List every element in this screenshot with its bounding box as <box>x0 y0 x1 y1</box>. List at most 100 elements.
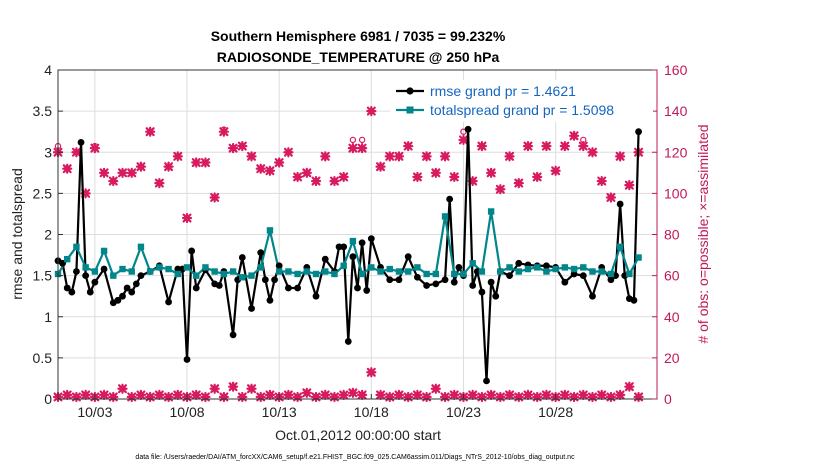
obs-assimilated-marker <box>458 134 469 146</box>
right-tick-label: 80 <box>664 227 680 243</box>
obs-assimilated-marker <box>384 151 395 162</box>
rmse-point <box>635 128 642 136</box>
x-axis-ticks: 10/03 10/08 10/13 10/18 10/23 10/28 <box>77 394 573 420</box>
rmse-point <box>487 278 495 286</box>
rmse-point <box>570 270 578 278</box>
rmse-point <box>441 276 449 284</box>
rmse-point <box>77 138 85 146</box>
legend-box <box>390 80 653 122</box>
obs-assimilated-marker <box>191 157 202 168</box>
rmse-point <box>188 247 196 255</box>
spread-point <box>128 268 135 275</box>
spread-point <box>626 270 633 278</box>
right-tick-label: 20 <box>664 350 680 366</box>
rmse-point <box>543 262 550 270</box>
obs-assimilated-marker <box>71 391 82 403</box>
obs-assimilated-marker <box>412 389 423 400</box>
rmse-point <box>63 284 71 292</box>
obs-assimilated-marker <box>633 391 644 403</box>
obs-assimilated-marker <box>108 175 119 187</box>
obs-assimilated-marker <box>605 192 617 203</box>
rmse-point <box>630 296 638 304</box>
rmse-point <box>165 298 172 306</box>
rmse-point <box>229 331 237 339</box>
spread-point <box>137 243 145 251</box>
obs-assimilated-marker <box>255 163 266 174</box>
spread-point <box>82 264 89 271</box>
rmse-point <box>616 200 624 208</box>
obs-assimilated-marker <box>513 177 524 189</box>
obs-assimilated-marker <box>587 391 598 403</box>
legend-spread-marker <box>406 106 414 114</box>
y-tick-label: 4 <box>44 62 52 78</box>
obs-assimilated-marker <box>62 163 73 174</box>
obs-assimilated-marker <box>310 391 322 403</box>
obs-assimilated-marker <box>596 389 607 400</box>
obs-assimilated-marker <box>476 391 488 403</box>
obs-assimilated-marker <box>624 180 635 191</box>
obs-assimilated-marker <box>624 381 635 392</box>
obs-assimilated-marker <box>320 151 331 162</box>
obs-assimilated-marker <box>89 143 100 154</box>
obs-assimilated-marker <box>338 389 349 400</box>
obs-assimilated-marker <box>200 391 211 403</box>
spread-point <box>570 265 578 273</box>
obs-assimilated-marker <box>532 391 543 403</box>
obs-assimilated-marker <box>347 387 358 398</box>
y-tick-label: 2 <box>44 227 52 243</box>
rmse-point <box>363 287 371 294</box>
obs-assimilated-marker <box>264 389 276 400</box>
obs-assimilated-marker <box>283 147 294 158</box>
spread-point <box>239 274 246 281</box>
obs-assimilated-marker <box>403 140 414 152</box>
rmse-point <box>312 292 320 300</box>
spread-point <box>119 265 126 273</box>
right-tick-label: 40 <box>664 309 680 325</box>
obs-assimilated-marker <box>264 165 276 176</box>
obs-assimilated-marker <box>191 389 202 400</box>
rmse-point <box>100 265 108 273</box>
spread-point <box>469 260 476 267</box>
obs-assimilated-marker <box>154 389 165 400</box>
obs-assimilated-marker <box>172 389 183 400</box>
obs-assimilated-marker <box>329 175 340 187</box>
rmse-point <box>561 278 569 286</box>
rmse-point <box>340 243 348 251</box>
spread-point <box>266 227 274 234</box>
obs-assimilated-marker <box>559 389 570 400</box>
x-tick-label: 10/13 <box>262 404 297 420</box>
obs-assimilated-marker <box>366 367 377 378</box>
obs-assimilated-marker <box>384 391 395 403</box>
spread-point <box>146 268 154 275</box>
obs-assimilated-marker <box>71 147 82 158</box>
obs-assimilated-marker <box>135 161 147 172</box>
obs-assimilated-marker <box>393 389 405 400</box>
rmse-point <box>506 272 513 280</box>
spread-point <box>432 270 440 278</box>
y-tick-label: 2.5 <box>33 185 53 201</box>
obs-assimilated-marker <box>163 391 174 403</box>
spread-point <box>294 270 301 278</box>
obs-assimilated-marker <box>117 167 128 178</box>
obs-assimilated-marker <box>135 389 147 400</box>
rmse-point <box>349 253 357 261</box>
spread-point <box>441 213 449 220</box>
rmse-point <box>248 305 255 312</box>
spread-point <box>386 265 393 273</box>
obs-assimilated-marker <box>200 157 211 168</box>
obs-assimilated-marker <box>347 143 358 154</box>
rmse-point <box>271 276 278 284</box>
obs-assimilated-marker <box>366 106 377 117</box>
obs-assimilated-marker <box>421 391 432 403</box>
spread-point <box>616 243 624 251</box>
obs-assimilated-marker <box>532 171 543 183</box>
rmse-point <box>455 264 463 271</box>
obs-assimilated-marker <box>375 389 386 400</box>
spread-point <box>598 268 605 275</box>
obs-possible-marker <box>349 136 357 144</box>
x-tick-label: 10/23 <box>446 404 481 420</box>
rmse-point <box>367 235 375 243</box>
obs-assimilated-marker <box>541 389 552 400</box>
spread-point <box>497 268 504 275</box>
spread-point <box>156 264 163 271</box>
